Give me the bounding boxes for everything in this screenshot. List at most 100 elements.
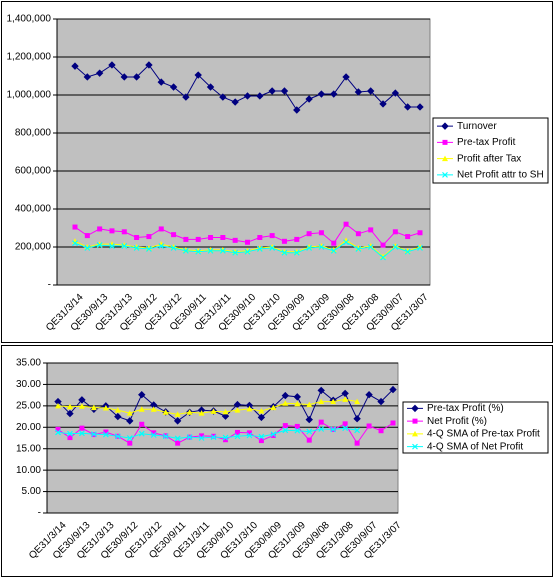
- marker: [293, 249, 300, 256]
- marker: [354, 440, 360, 446]
- y-tick-label: 1,000,000: [7, 90, 52, 101]
- marker: [294, 236, 300, 242]
- marker: [269, 233, 275, 239]
- marker: [392, 229, 398, 235]
- marker: [183, 236, 189, 242]
- marker: [169, 83, 178, 91]
- marker: [366, 423, 372, 429]
- y-tick-label: 25.00: [16, 400, 41, 411]
- marker: [79, 425, 85, 431]
- marker: [171, 232, 177, 238]
- marker: [417, 230, 423, 236]
- marker: [198, 410, 205, 416]
- marker: [133, 245, 140, 251]
- marker: [232, 237, 238, 243]
- marker: [390, 420, 396, 426]
- marker: [232, 249, 239, 256]
- marker: [245, 239, 250, 245]
- marker: [404, 247, 411, 254]
- legend-marker: [441, 122, 449, 130]
- marker: [318, 426, 325, 432]
- marker: [109, 243, 115, 249]
- marker: [103, 429, 109, 435]
- marker: [211, 433, 217, 439]
- marker: [306, 401, 313, 408]
- y-tick-label: 15.00: [16, 443, 41, 454]
- marker: [282, 400, 289, 406]
- legend-marker: [442, 139, 448, 145]
- y-tick-label: -: [48, 280, 51, 291]
- marker: [405, 234, 411, 240]
- marker: [246, 430, 252, 436]
- marker: [208, 235, 214, 240]
- marker: [114, 407, 121, 413]
- marker: [121, 229, 127, 235]
- y-tick-label: 10.00: [16, 465, 41, 476]
- marker: [173, 417, 182, 425]
- marker: [127, 440, 133, 446]
- legend: [402, 401, 549, 454]
- marker: [268, 87, 276, 95]
- marker: [195, 236, 201, 242]
- marker: [175, 440, 181, 446]
- marker: [72, 240, 78, 247]
- marker: [151, 430, 157, 436]
- marker: [246, 432, 253, 439]
- marker: [84, 244, 91, 250]
- marker: [108, 61, 116, 69]
- marker: [219, 93, 227, 101]
- marker: [55, 402, 61, 409]
- marker: [210, 434, 217, 441]
- marker: [305, 95, 313, 103]
- marker: [170, 245, 177, 251]
- marker: [138, 406, 145, 412]
- marker: [158, 226, 164, 232]
- marker: [158, 243, 165, 249]
- marker: [282, 423, 288, 429]
- marker: [186, 434, 193, 441]
- marker: [95, 69, 104, 77]
- marker: [223, 437, 228, 443]
- marker: [121, 243, 128, 249]
- marker: [380, 254, 386, 261]
- marker: [306, 245, 313, 251]
- marker: [102, 405, 109, 411]
- marker: [186, 409, 193, 415]
- legend-marker: [411, 404, 419, 413]
- marker: [210, 408, 217, 414]
- marker: [234, 407, 241, 413]
- marker: [78, 403, 85, 409]
- marker: [318, 230, 324, 236]
- marker: [305, 415, 313, 424]
- marker: [195, 248, 202, 255]
- legend-label: Profit after Tax: [457, 153, 521, 164]
- marker: [342, 425, 349, 432]
- marker: [280, 87, 289, 95]
- marker: [281, 249, 288, 256]
- marker: [306, 428, 313, 435]
- marker: [222, 408, 229, 415]
- marker: [391, 89, 400, 97]
- marker: [96, 242, 103, 249]
- marker: [380, 242, 386, 248]
- marker: [330, 398, 337, 405]
- marker: [353, 415, 361, 423]
- marker: [162, 433, 169, 440]
- marker: [330, 247, 337, 254]
- marker: [126, 417, 134, 425]
- marker: [234, 429, 240, 435]
- marker: [244, 248, 251, 255]
- marker: [342, 73, 350, 81]
- marker: [174, 411, 181, 417]
- marker: [294, 427, 301, 434]
- marker: [306, 231, 312, 237]
- y-tick-label: 1,400,000: [7, 14, 52, 25]
- marker: [257, 413, 266, 422]
- marker: [199, 433, 205, 439]
- y-tick-label: 35.00: [16, 358, 41, 369]
- marker: [258, 408, 265, 414]
- legend-marker: [442, 155, 448, 162]
- marker: [55, 426, 61, 432]
- marker: [365, 391, 373, 399]
- marker: [258, 433, 265, 440]
